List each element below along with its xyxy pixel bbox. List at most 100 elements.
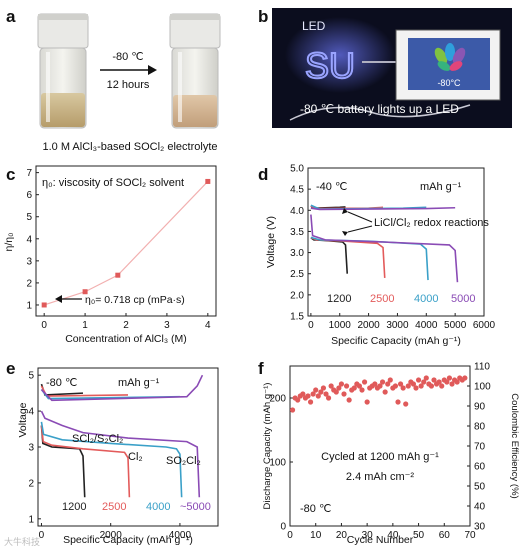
chart-e-ylabel: Voltage [17, 402, 29, 437]
y-tick-label: 3.0 [290, 248, 304, 259]
x-tick-label: 60 [439, 530, 451, 541]
y-tick-label: 4 [28, 407, 34, 418]
y-tick-label: 3 [26, 256, 32, 267]
x-tick-label: 4 [205, 320, 211, 331]
vial-before [38, 14, 88, 128]
x-tick-label: 2000 [357, 320, 380, 331]
panel-f: f 0 10 20 30 40 50 60 70 0 100 200 30 40 50 60 70 80 90 10… [258, 359, 519, 546]
x-tick-label: 6000 [473, 320, 496, 331]
ce-point [388, 377, 393, 382]
chart-d-cap-label-4000: 4000 [414, 293, 438, 305]
y-right-tick-label: 60 [474, 462, 486, 473]
ce-point [395, 399, 400, 404]
ce-point [365, 399, 370, 404]
x-tick-label: 3000 [386, 320, 409, 331]
chart-c-ticks: 0 1 2 3 41234567 [26, 168, 211, 331]
ce-point [321, 385, 326, 390]
chart-d-xlabel: Specific Capacity (mAh g⁻¹) [331, 335, 461, 347]
y-tick-label: 3.5 [290, 227, 304, 238]
ce-point [462, 375, 467, 380]
chart-f-note-1: Cycled at 1200 mAh g⁻¹ [321, 451, 439, 463]
y-tick-label: 2.5 [290, 269, 304, 280]
chart-f-ylabel: Discharge Capacity (mAh g⁻¹) [262, 383, 273, 510]
ce-point [416, 377, 421, 382]
chart-f-note-2: 2.4 mAh cm⁻² [346, 471, 414, 483]
x-tick-label: 10 [310, 530, 322, 541]
chart-d-unit: mAh g⁻¹ [420, 181, 462, 193]
chart-c-annotation: η₀= 0.718 cp (mPa·s) [85, 294, 185, 306]
chart-e-species-3: SO₂Cl₂ [166, 455, 201, 467]
x-tick-label: 0 [287, 530, 293, 541]
x-tick-label: 4000 [415, 320, 438, 331]
y-tick-label: 4.0 [290, 206, 304, 217]
ce-point [393, 383, 398, 388]
ce-point [413, 385, 418, 390]
chart-c-xlabel: Concentration of AlCl₃ (M) [65, 333, 187, 345]
chart-f-plot [290, 375, 467, 412]
chart-e-species-2: Cl₂ [128, 451, 143, 463]
ce-point [401, 385, 406, 390]
y-tick-label: 5 [28, 371, 34, 382]
chart-e-unit: mAh g⁻¹ [118, 377, 160, 389]
chart-d-annotation: LiCl/Cl₂ redox reactions [374, 217, 489, 229]
panel-e-letter: e [6, 359, 15, 378]
x-tick-label: 5000 [444, 320, 467, 331]
ce-point [424, 375, 429, 380]
y-tick-label: 3 [28, 443, 34, 454]
y-right-tick-label: 50 [474, 482, 486, 493]
y-tick-label: 1 [28, 514, 34, 525]
chart-e-cap-label-1200: 1200 [62, 501, 86, 513]
y-right-tick-label: 80 [474, 422, 486, 433]
viscosity-point [115, 273, 120, 278]
annotation-arrow-down-icon [342, 231, 348, 236]
x-tick-label: 20 [336, 530, 348, 541]
chart-d-temp: -40 ℃ [316, 181, 347, 193]
chart-e-species-1: SCl₂/S₂Cl₂ [72, 433, 123, 445]
ce-point [308, 399, 313, 404]
chart-d-cap-label-1200: 1200 [327, 293, 351, 305]
ce-point [362, 379, 367, 384]
panel-e: e 0 2000 4000 1 2 3 4 5 -80 ℃ mAh g⁻¹ SCl₂/S₂Cl… [6, 359, 218, 546]
panel-b-caption: -80 ℃ battery lights up a LED [300, 102, 459, 116]
y-tick-label: 0 [280, 522, 286, 533]
ce-point [347, 397, 352, 402]
x-tick-label: 0 [308, 320, 314, 331]
ce-point [313, 387, 318, 392]
y-right-tick-label: 100 [474, 382, 491, 393]
chart-f-xlabel: Cycle Number [347, 534, 414, 546]
chart-e-cap-label-5000: ~5000 [180, 501, 211, 513]
chart-e-temp: -80 ℃ [46, 377, 77, 389]
arrow-head-icon [148, 65, 157, 75]
panel-b-letter: b [258, 7, 268, 26]
viscosity-point [42, 302, 47, 307]
ce-point [344, 383, 349, 388]
ce-point [359, 387, 364, 392]
chart-d-ylabel: Voltage (V) [265, 216, 277, 268]
watermark: 大牛科技 [4, 536, 40, 547]
y-right-tick-label: 90 [474, 402, 486, 413]
y-right-tick-label: 110 [474, 362, 490, 373]
ce-point [339, 381, 344, 386]
led-label: LED [302, 19, 326, 33]
panel-a-caption: 1.0 M AlCl₃-based SOCl₂ electrolyte [42, 141, 217, 153]
x-tick-label: 2 [123, 320, 129, 331]
y-tick-label: 4 [26, 234, 32, 245]
y-tick-label: 2.0 [290, 290, 304, 301]
chart-d-cap-label-5000: 5000 [451, 293, 475, 305]
discharge-curve-1200 [311, 238, 347, 274]
annotation-arrow-icon [55, 295, 62, 303]
ce-point [447, 375, 452, 380]
chart-f-temp: -80 ℃ [300, 503, 331, 515]
ce-point [403, 401, 408, 406]
x-tick-label: 3 [164, 320, 170, 331]
panel-a-letter: a [6, 7, 16, 26]
y-right-tick-label: 30 [474, 522, 486, 533]
chart-e-cap-label-4000: 4000 [146, 501, 170, 513]
chart-f-ylabel-right: Coulombic Efficiency (%) [509, 393, 519, 498]
panel-c-letter: c [6, 165, 15, 184]
chart-c-plot [42, 179, 211, 308]
ce-point [341, 391, 346, 396]
screen-temp: -80°C [437, 78, 461, 88]
